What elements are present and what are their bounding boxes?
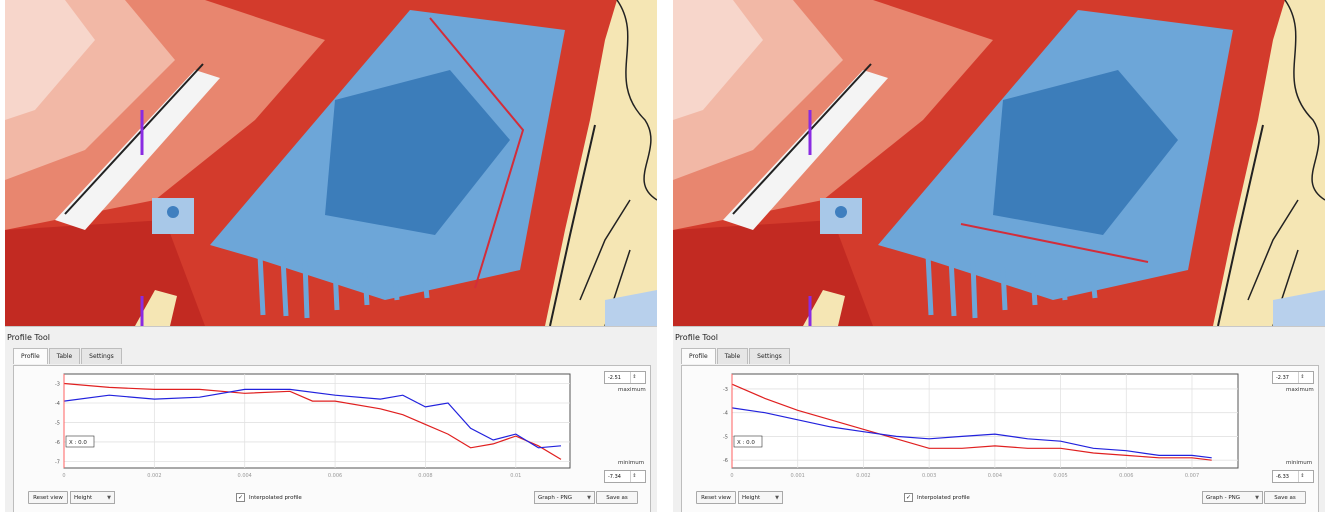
profile-tool: Profile Tool Profile Table Settings 0 0.0… [5, 326, 657, 512]
minimum-spinbox[interactable]: -6.33 ⇕ [1272, 470, 1314, 483]
height-combo[interactable]: Height ▼ [738, 491, 783, 504]
spin-arrows-icon[interactable]: ⇕ [1298, 372, 1306, 383]
series-line [731, 383, 1212, 461]
x-tick-label: 0.005 [1053, 473, 1067, 479]
minimum-value: -7.34 [608, 473, 621, 480]
x-tick-label: 0.002 [856, 473, 870, 479]
reset-view-button[interactable]: Reset view [28, 491, 68, 504]
map-canvas[interactable] [673, 0, 1325, 326]
interpolated-profile-label: Interpolated profile [917, 494, 970, 501]
interpolated-profile-label: Interpolated profile [249, 494, 302, 501]
minimum-spinbox[interactable]: -7.34 ⇕ [604, 470, 646, 483]
profile-panel-left: Profile Tool Profile Table Settings 0 0.0… [5, 0, 657, 512]
minimum-label: minimum [618, 460, 645, 466]
maximum-spinbox[interactable]: -2.51 ⇕ [604, 371, 646, 384]
plot-frame: 0 0.002 0.004 0.006 0.008 0.01 -3 -4 -5 -6 -7 X : 0… [13, 365, 651, 512]
y-tick-label: -4 [55, 401, 60, 407]
height-combo[interactable]: Height ▼ [70, 491, 115, 504]
plot-area [731, 373, 1239, 469]
y-tick-label: -6 [723, 458, 728, 464]
x-tick-label: 0.01 [510, 473, 521, 479]
spin-arrows-icon[interactable]: ⇕ [630, 372, 638, 383]
height-combo-value: Height [742, 494, 761, 501]
spin-arrows-icon[interactable]: ⇕ [630, 471, 638, 482]
tab-bar: Profile Table Settings [13, 348, 123, 364]
height-combo-value: Height [74, 494, 93, 501]
spin-arrows-icon[interactable]: ⇕ [1298, 471, 1306, 482]
series-line [63, 382, 562, 460]
tab-table[interactable]: Table [48, 348, 81, 364]
tab-profile[interactable]: Profile [681, 348, 716, 364]
cursor-readout: X : 0.0 [69, 440, 87, 446]
maximum-spinbox[interactable]: -2.37 ⇕ [1272, 371, 1314, 384]
interpolated-profile-checkbox[interactable]: ✓ Interpolated profile [236, 493, 302, 502]
interpolated-profile-checkbox[interactable]: ✓ Interpolated profile [904, 493, 970, 502]
y-tick-label: -3 [723, 387, 728, 393]
tab-settings[interactable]: Settings [749, 348, 790, 364]
checkmark-icon: ✓ [904, 493, 913, 502]
chevron-down-icon: ▼ [775, 494, 779, 501]
profile-chart[interactable]: 0 0.002 0.004 0.006 0.008 0.01 -3 -4 -5 -6 -7 X : 0… [14, 366, 574, 486]
reset-view-button[interactable]: Reset view [696, 491, 736, 504]
profile-tool: Profile Tool Profile Table Settings 0 0.0… [673, 326, 1325, 512]
export-format-combo[interactable]: Graph - PNG ▼ [534, 491, 595, 504]
x-tick-label: 0.001 [791, 473, 805, 479]
plot-frame: 0 0.001 0.002 0.003 0.004 0.005 0.006 0.007 -3 -4… [681, 365, 1319, 512]
chevron-down-icon: ▼ [107, 494, 111, 501]
x-tick-label: 0.008 [418, 473, 432, 479]
y-tick-label: -5 [55, 420, 60, 426]
maximum-label: maximum [618, 387, 646, 393]
cursor-readout-box [733, 435, 763, 448]
minimum-value: -6.33 [1276, 473, 1289, 480]
y-tick-label: -4 [723, 411, 728, 417]
chevron-down-icon: ▼ [587, 494, 591, 501]
series-line [731, 407, 1212, 459]
maximum-label: maximum [1286, 387, 1314, 393]
plot-area [63, 373, 571, 469]
x-tick-label: 0.004 [238, 473, 252, 479]
save-as-button[interactable]: Save as [596, 491, 638, 504]
map-canvas[interactable] [5, 0, 657, 326]
cursor-readout-box [65, 435, 95, 448]
x-tick-label: 0.002 [147, 473, 161, 479]
checkmark-icon: ✓ [236, 493, 245, 502]
tool-title: Profile Tool [7, 333, 50, 342]
y-tick-label: -5 [723, 434, 728, 440]
export-format-value: Graph - PNG [1206, 494, 1241, 501]
save-as-button[interactable]: Save as [1264, 491, 1306, 504]
x-tick-label: 0.007 [1185, 473, 1199, 479]
minimum-label: minimum [1286, 460, 1313, 466]
profile-chart[interactable]: 0 0.001 0.002 0.003 0.004 0.005 0.006 0.007 -3 -4… [682, 366, 1242, 486]
tab-settings[interactable]: Settings [81, 348, 122, 364]
tool-title: Profile Tool [675, 333, 718, 342]
x-tick-label: 0 [62, 473, 65, 479]
x-tick-label: 0.006 [1119, 473, 1133, 479]
export-format-value: Graph - PNG [538, 494, 573, 501]
x-tick-label: 0.006 [328, 473, 342, 479]
x-tick-label: 0.003 [922, 473, 936, 479]
y-tick-label: -3 [55, 382, 60, 388]
chevron-down-icon: ▼ [1255, 494, 1259, 501]
x-tick-label: 0 [730, 473, 733, 479]
export-format-combo[interactable]: Graph - PNG ▼ [1202, 491, 1263, 504]
profile-panel-right: Profile Tool Profile Table Settings 0 0.0… [673, 0, 1325, 512]
maximum-value: -2.37 [1276, 374, 1289, 381]
cursor-readout: X : 0.0 [737, 440, 755, 446]
maximum-value: -2.51 [608, 374, 621, 381]
series-line [63, 388, 562, 449]
y-tick-label: -7 [55, 459, 60, 465]
tab-table[interactable]: Table [716, 348, 749, 364]
tab-bar: Profile Table Settings [681, 348, 791, 364]
tab-profile[interactable]: Profile [13, 348, 48, 364]
x-tick-label: 0.004 [988, 473, 1002, 479]
y-tick-label: -6 [55, 440, 60, 446]
